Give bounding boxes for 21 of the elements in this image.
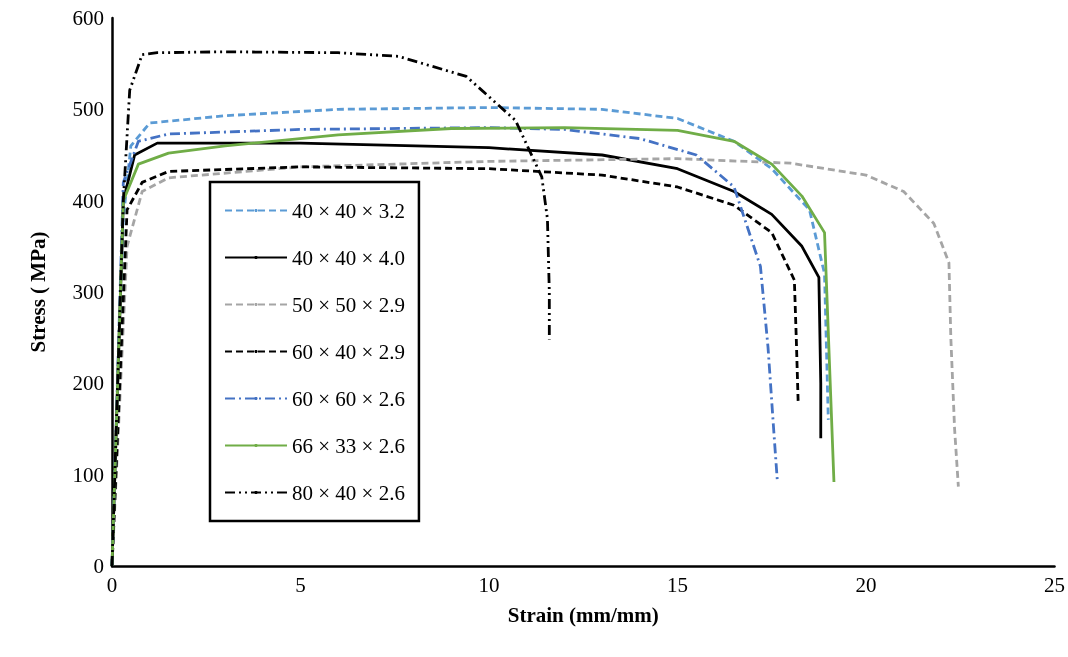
y-tick-label: 400 [72,188,104,213]
x-axis-title: Strain (mm/mm) [507,602,659,627]
x-tick-label: 10 [478,572,500,597]
legend-label: 60 × 40 × 2.9 [292,339,405,364]
x-tick-label: 15 [667,572,688,597]
x-tick-label: 25 [1044,572,1065,597]
legend-label: 60 × 60 × 2.6 [292,386,405,411]
y-tick-label: 100 [72,462,104,487]
y-tick-label: 0 [93,554,104,578]
x-tick-label: 5 [295,572,306,597]
y-tick-label: 500 [72,97,104,122]
y-tick-label: 300 [72,280,104,304]
legend-label: 80 × 40 × 2.6 [292,480,405,505]
legend-label: 40 × 40 × 3.2 [292,198,405,223]
y-axis-title: Stress ( MPa) [25,231,50,353]
legend-label: 50 × 50 × 2.9 [292,292,405,317]
legend-label: 40 × 40 × 4.0 [292,245,405,270]
y-tick-label: 600 [72,6,104,30]
y-tick-label: 200 [72,371,104,396]
legend-label: 66 × 33 × 2.6 [292,433,405,458]
x-tick-label: 20 [855,572,877,597]
